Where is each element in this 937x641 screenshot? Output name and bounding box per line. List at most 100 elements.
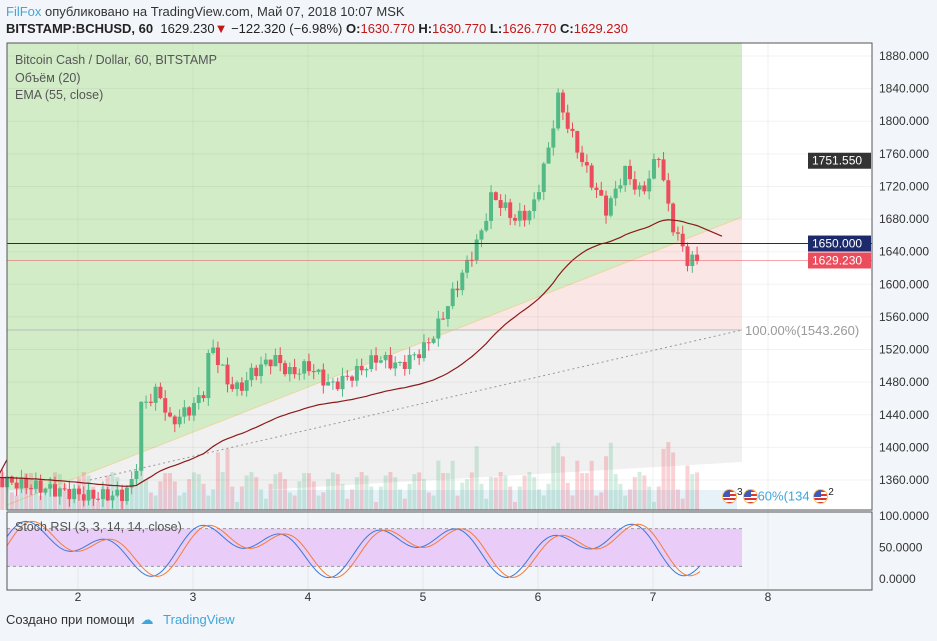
us-flag-icon[interactable] xyxy=(722,489,737,505)
c-label: C: xyxy=(560,21,574,36)
candle-body xyxy=(402,361,407,369)
volume-bar xyxy=(364,475,369,510)
y-tick: 1440.000 xyxy=(879,408,929,422)
volume-bar xyxy=(191,472,196,510)
volume-bar xyxy=(148,492,153,510)
author-link[interactable]: FilFox xyxy=(6,4,42,19)
volume-bar xyxy=(153,495,158,510)
price-label: 1751.550 xyxy=(812,154,862,168)
candle-body xyxy=(306,361,311,372)
y-tick: 1800.000 xyxy=(879,114,929,128)
y-tick: 1640.000 xyxy=(879,245,929,259)
candle-body xyxy=(124,487,129,502)
volume-bar xyxy=(565,482,570,510)
volume-bar xyxy=(196,474,201,510)
candle-body xyxy=(651,159,656,179)
volume-bar xyxy=(560,456,565,510)
events-row[interactable]: 3 60%(134 2 xyxy=(722,485,834,505)
candle-body xyxy=(215,347,220,365)
volume-bar xyxy=(134,474,139,510)
volume-bar xyxy=(239,486,244,510)
us-flag-icon[interactable] xyxy=(813,489,829,505)
candle-body xyxy=(541,163,546,193)
volume-bar xyxy=(479,483,484,510)
volume-bar xyxy=(302,473,307,510)
candle-body xyxy=(235,382,240,390)
volume-bar xyxy=(589,460,594,510)
volume-bar xyxy=(556,442,561,510)
candle-body xyxy=(517,210,522,221)
legend-ema: EMA (55, close) xyxy=(15,88,104,102)
candle-body xyxy=(441,318,446,320)
publish-info: FilFox опубликовано на TradingView.com, … xyxy=(6,4,405,19)
stoch-pane-border xyxy=(6,511,873,591)
y-tick: 1400.000 xyxy=(879,440,929,454)
candle-body xyxy=(584,162,589,166)
candle-body xyxy=(508,202,513,218)
volume-bar xyxy=(666,442,671,510)
price-label-bg xyxy=(808,152,871,169)
candle-body xyxy=(283,363,287,375)
candle-body xyxy=(302,361,307,374)
event-count: 3 xyxy=(737,487,743,498)
candle-body xyxy=(273,354,278,367)
candle-body xyxy=(292,367,297,375)
legend-volume: Объём (20) xyxy=(15,71,81,85)
volume-bar xyxy=(220,472,225,510)
volume-bar xyxy=(163,473,168,510)
us-flag-icon[interactable] xyxy=(742,489,758,505)
candle-body xyxy=(9,476,14,483)
volume-bar xyxy=(661,448,666,510)
candle-body xyxy=(330,381,335,383)
candle-body xyxy=(369,355,374,369)
volume-bar xyxy=(398,489,402,510)
volume-bar xyxy=(503,475,508,510)
stoch-tick: 50.0000 xyxy=(879,541,923,555)
candle-body xyxy=(321,369,326,386)
volume-bar xyxy=(321,492,326,510)
candle-body xyxy=(38,480,43,493)
tradingview-logo-icon[interactable]: ☁ xyxy=(140,612,154,627)
symbol: BITSTAMP:BCHUSD, 60 xyxy=(6,21,154,36)
volume-bar xyxy=(436,460,441,510)
fib-line xyxy=(89,329,743,481)
volume-bar xyxy=(604,456,609,510)
volume-bar xyxy=(546,483,551,510)
candle-body xyxy=(675,232,680,234)
candle-body xyxy=(139,401,144,471)
candle-body xyxy=(100,489,105,499)
lower-zone xyxy=(7,490,737,510)
candle-body xyxy=(19,477,24,489)
volume-bar xyxy=(651,501,656,510)
volume-bar xyxy=(532,477,537,510)
volume-bar xyxy=(187,479,192,510)
tradingview-link[interactable]: TradingView xyxy=(163,612,235,627)
x-tick: 2 xyxy=(75,590,82,604)
volume-bar xyxy=(685,465,690,510)
volume-bar xyxy=(513,501,517,510)
footer: Создано при помощи ☁ TradingView xyxy=(6,612,235,628)
candle-body xyxy=(62,488,67,490)
volume-bar xyxy=(211,489,216,510)
volume-bar xyxy=(474,446,479,510)
down-arrow-icon: ▼ xyxy=(214,21,228,36)
candle-body xyxy=(455,288,460,291)
candle-body xyxy=(513,217,517,221)
volume-bar xyxy=(517,486,522,510)
candle-body xyxy=(460,272,465,291)
candle-body xyxy=(551,128,556,148)
candle-body xyxy=(378,360,383,363)
x-tick: 4 xyxy=(305,590,312,604)
candle-body xyxy=(115,489,120,496)
legend-stoch: Stoch RSI (3, 3, 14, 14, close) xyxy=(15,520,182,534)
candle-body xyxy=(364,368,369,371)
stoch-tick: 0.0000 xyxy=(879,572,916,586)
volume-bar xyxy=(168,473,172,510)
volume-bar xyxy=(201,483,206,510)
volume-bar xyxy=(254,477,259,510)
volume-bar xyxy=(259,489,264,510)
candle-body xyxy=(105,489,110,501)
candle-body xyxy=(556,92,561,129)
volume-bar xyxy=(671,452,676,510)
